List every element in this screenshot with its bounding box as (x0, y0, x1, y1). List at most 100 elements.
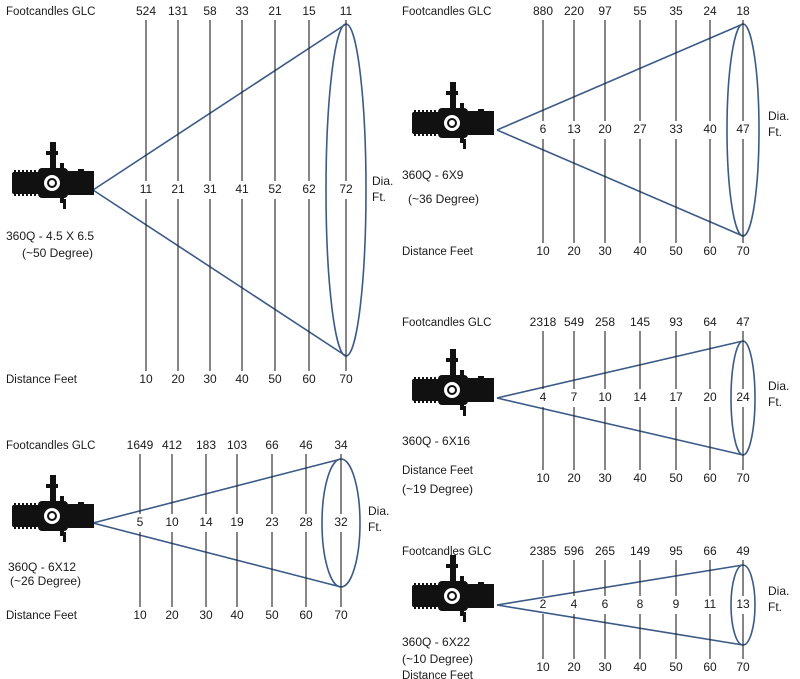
footcandles-label: Footcandles GLC (402, 317, 492, 329)
distance-value: 10 (536, 660, 550, 674)
diameter-value: 31 (203, 182, 217, 196)
diameter-value: 6 (602, 597, 609, 611)
diameter-value: 13 (736, 597, 750, 611)
footcandle-value: 149 (630, 544, 650, 558)
distance-value: 40 (633, 244, 647, 258)
footcandle-value: 21 (268, 4, 282, 18)
distance-value: 20 (165, 608, 179, 622)
distance-value: 50 (268, 372, 282, 386)
distance-value: 50 (669, 660, 683, 674)
beam-edge-top (92, 458, 342, 524)
footcandle-value: 258 (595, 315, 615, 329)
diameter-value: 4 (540, 390, 547, 404)
distance-value: 40 (235, 372, 249, 386)
footcandle-value: 93 (669, 315, 683, 329)
distance-value: 70 (339, 372, 353, 386)
footcandle-value: 49 (736, 544, 750, 558)
distance-value: 60 (703, 660, 717, 674)
footcandle-value: 1649 (127, 438, 154, 452)
diameter-unit-label: Dia. (372, 174, 393, 188)
beam-angle-label: (~19 Degree) (402, 482, 473, 496)
diameter-value: 10 (165, 515, 179, 529)
beam-edge-top (496, 564, 744, 606)
diameter-value: 47 (736, 122, 750, 136)
diameter-value: 6 (540, 122, 547, 136)
distance-value: 20 (171, 372, 185, 386)
diameter-unit-label: Ft. (768, 600, 782, 614)
diameter-value: 19 (230, 515, 244, 529)
diameter-value: 20 (703, 390, 717, 404)
footcandle-value: 183 (196, 438, 216, 452)
footcandle-value: 11 (340, 4, 353, 18)
footcandle-value: 15 (302, 4, 316, 18)
beam-edge-bottom (496, 397, 744, 456)
distance-value: 70 (736, 244, 750, 258)
distance-value: 30 (598, 660, 612, 674)
distance-label: Distance Feet (402, 465, 474, 477)
distance-value: 30 (199, 608, 213, 622)
footcandle-value: 2385 (530, 544, 557, 558)
diameter-value: 20 (598, 122, 612, 136)
footcandles-label: Footcandles GLC (402, 6, 492, 18)
diameter-value: 52 (268, 182, 282, 196)
diameter-unit-label: Ft. (372, 190, 386, 204)
distance-value: 30 (598, 244, 612, 258)
diameter-unit-label: Dia. (768, 584, 789, 598)
diameter-value: 10 (598, 390, 612, 404)
fixture-model-label: 360Q - 4.5 X 6.5 (6, 229, 94, 243)
distance-value: 50 (669, 471, 683, 485)
diameter-value: 33 (669, 122, 683, 136)
diameter-unit-label: Dia. (368, 504, 389, 518)
distance-value: 50 (669, 244, 683, 258)
footcandle-value: 103 (227, 438, 247, 452)
diameter-unit-label: Ft. (368, 520, 382, 534)
diameter-value: 40 (703, 122, 717, 136)
diameter-value: 13 (567, 122, 581, 136)
distance-value: 60 (302, 372, 316, 386)
distance-value: 70 (736, 471, 750, 485)
diameter-unit-label: Ft. (768, 125, 782, 139)
diameter-value: 62 (302, 182, 316, 196)
diameter-value: 14 (633, 390, 647, 404)
distance-value: 30 (203, 372, 217, 386)
diameter-value: 2 (540, 597, 547, 611)
diameter-value: 17 (669, 390, 683, 404)
footcandle-value: 220 (564, 4, 584, 18)
distance-value: 40 (230, 608, 244, 622)
footcandle-value: 95 (669, 544, 683, 558)
diameter-value: 72 (339, 182, 353, 196)
distance-value: 40 (633, 660, 647, 674)
beam-panel-p36: 880 6 10 220 13 20 97 20 30 55 27 40 35 33 50 24 40 60 18 4… (402, 4, 789, 258)
distance-value: 20 (567, 244, 581, 258)
footcandle-value: 97 (598, 4, 612, 18)
footcandle-value: 18 (736, 4, 750, 18)
footcandle-value: 55 (633, 4, 647, 18)
distance-value: 60 (703, 471, 717, 485)
footcandle-value: 46 (299, 438, 313, 452)
diameter-value: 21 (171, 182, 185, 196)
footcandle-value: 549 (564, 315, 584, 329)
footcandle-value: 33 (235, 4, 249, 18)
diameter-value: 41 (235, 182, 249, 196)
footcandle-value: 524 (136, 4, 156, 18)
fixture-model-label: 360Q - 6X16 (402, 434, 470, 448)
footcandle-value: 35 (669, 4, 683, 18)
footcandle-value: 880 (533, 4, 553, 18)
fixture-icon (412, 555, 494, 622)
diameter-value: 14 (199, 515, 213, 529)
beam-angle-label: (~50 Degree) (22, 246, 93, 260)
fixture-icon (412, 82, 494, 149)
distance-value: 10 (139, 372, 153, 386)
diameter-unit-label: Dia. (768, 109, 789, 123)
footcandles-label: Footcandles GLC (6, 6, 96, 18)
beam-edge-bottom (496, 129, 744, 237)
footcandle-value: 66 (703, 544, 717, 558)
diameter-value: 23 (265, 515, 279, 529)
beam-angle-label: (~26 Degree) (10, 574, 81, 588)
diameter-value: 11 (704, 597, 717, 611)
diameter-value: 4 (571, 597, 578, 611)
diameter-value: 5 (137, 515, 144, 529)
footcandle-value: 2318 (530, 315, 557, 329)
fixture-model-label: 360Q - 6X12 (8, 560, 76, 574)
diameter-value: 11 (140, 182, 153, 196)
